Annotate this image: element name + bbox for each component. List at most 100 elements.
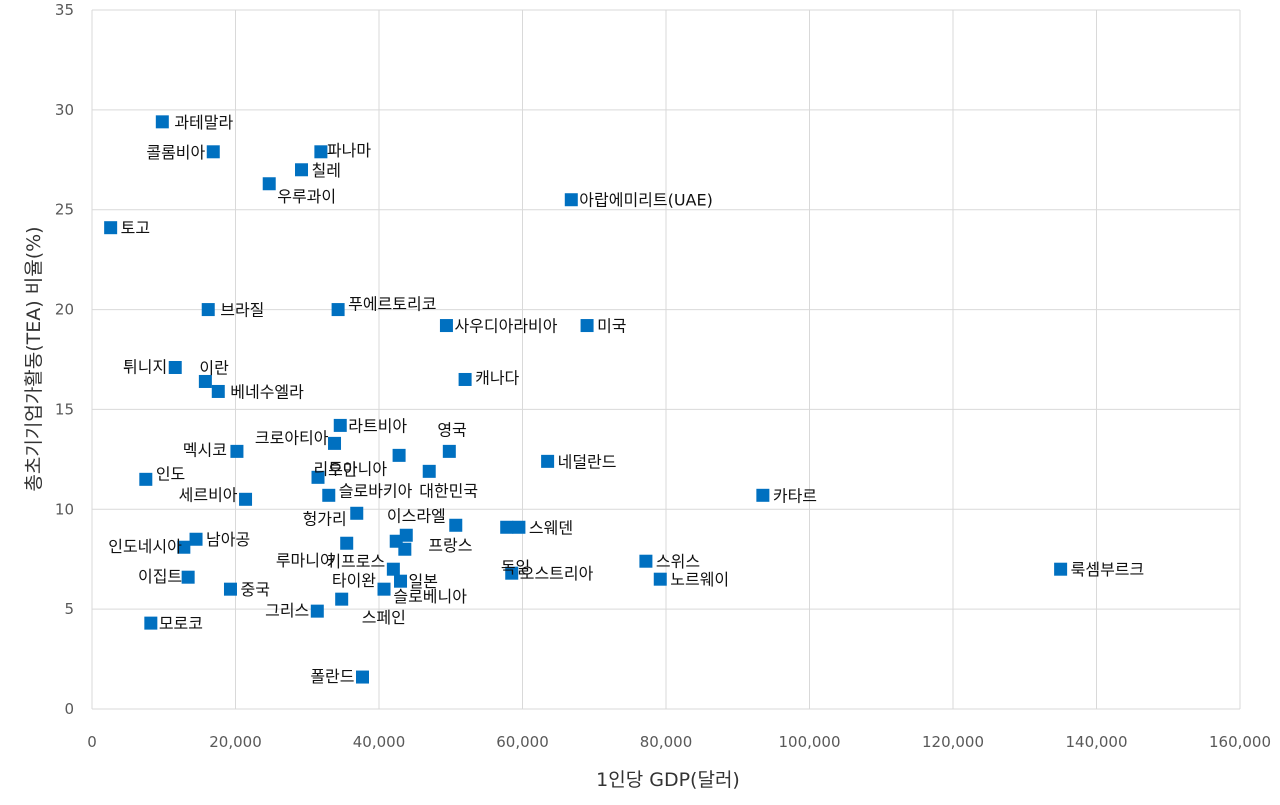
data-point bbox=[144, 616, 158, 630]
data-point bbox=[181, 570, 195, 584]
data-point bbox=[442, 444, 456, 458]
data-point bbox=[439, 319, 453, 333]
data-label: 인도네시아 bbox=[108, 537, 182, 556]
x-tick-label: 40,000 bbox=[353, 733, 406, 751]
data-label: 크로아티아 bbox=[255, 428, 329, 447]
y-tick-label: 30 bbox=[55, 101, 74, 119]
data-point bbox=[398, 542, 412, 556]
data-point bbox=[104, 221, 118, 235]
data-label: 리투아니아 bbox=[313, 459, 387, 478]
data-point bbox=[331, 303, 345, 317]
data-label: 이스라엘 bbox=[387, 506, 446, 525]
data-point bbox=[310, 604, 324, 618]
data-point bbox=[394, 574, 408, 588]
data-label: 과테말라 bbox=[174, 113, 233, 132]
y-tick-label: 5 bbox=[64, 600, 74, 618]
data-label: 오만 bbox=[328, 460, 358, 479]
data-label: 중국 bbox=[240, 580, 269, 599]
x-tick-label: 60,000 bbox=[496, 733, 549, 751]
data-point bbox=[311, 470, 325, 484]
data-point bbox=[177, 540, 191, 554]
data-label: 사우디아라비아 bbox=[454, 317, 557, 336]
y-tick-label: 15 bbox=[55, 400, 74, 418]
data-label: 영국 bbox=[437, 420, 466, 439]
data-label: 이란 bbox=[199, 358, 229, 377]
data-point bbox=[198, 374, 212, 388]
data-label: 남아공 bbox=[206, 530, 250, 549]
x-tick-label: 160,000 bbox=[1209, 733, 1271, 751]
data-label: 독일 bbox=[501, 558, 530, 577]
data-point bbox=[295, 163, 309, 177]
data-label: 미국 bbox=[597, 317, 626, 336]
data-label: 네덜란드 bbox=[558, 452, 617, 471]
data-label: 키프로스 bbox=[326, 552, 385, 571]
x-tick-label: 20,000 bbox=[209, 733, 262, 751]
data-point bbox=[1054, 562, 1068, 576]
y-tick-label: 10 bbox=[55, 500, 74, 518]
data-point bbox=[201, 303, 215, 317]
data-label: 아랍에미리트(UAE) bbox=[579, 191, 713, 210]
data-point bbox=[262, 177, 276, 191]
x-tick-label: 120,000 bbox=[922, 733, 984, 751]
data-point bbox=[350, 506, 364, 520]
y-axis-title: 총초기기업가활동(TEA) 비율(%) bbox=[23, 226, 45, 491]
data-label: 세르비아 bbox=[179, 485, 238, 504]
data-point bbox=[328, 436, 342, 450]
data-point bbox=[500, 520, 514, 534]
data-point bbox=[314, 145, 328, 159]
data-label: 파나마 bbox=[327, 141, 371, 160]
data-label: 오스트리아 bbox=[520, 564, 594, 583]
data-label: 헝가리 bbox=[303, 509, 347, 528]
data-point bbox=[223, 582, 237, 596]
data-label: 슬로베니아 bbox=[393, 587, 467, 606]
data-point bbox=[211, 384, 225, 398]
data-label: 프랑스 bbox=[428, 536, 472, 555]
data-point bbox=[639, 554, 653, 568]
data-point bbox=[355, 670, 369, 684]
axes: 0 20,000 40,000 60,000 80,000 100,000 120,000 1… bbox=[55, 1, 1271, 751]
data-label: 브라질 bbox=[220, 301, 264, 320]
data-label: 푸에르토리코 bbox=[348, 295, 436, 314]
x-tick-label: 100,000 bbox=[778, 733, 840, 751]
data-point bbox=[340, 536, 354, 550]
data-point bbox=[168, 360, 182, 374]
data-point bbox=[230, 444, 244, 458]
data-point bbox=[239, 492, 253, 506]
data-label: 그리스 bbox=[265, 601, 309, 620]
data-label: 대한민국 bbox=[419, 481, 478, 500]
data-label: 폴란드 bbox=[310, 667, 354, 686]
data-label: 라트비아 bbox=[348, 416, 407, 435]
data-point bbox=[505, 566, 519, 580]
data-point bbox=[580, 319, 594, 333]
data-label: 베네수엘라 bbox=[230, 382, 304, 401]
data-label: 카타르 bbox=[773, 486, 817, 505]
data-label: 튀니지 bbox=[123, 357, 167, 376]
x-tick-label: 140,000 bbox=[1065, 733, 1127, 751]
data-point bbox=[512, 520, 526, 534]
data-label: 스페인 bbox=[362, 608, 406, 627]
data-label: 우루과이 bbox=[277, 187, 336, 206]
data-label: 칠레 bbox=[312, 161, 341, 180]
data-point bbox=[377, 582, 391, 596]
data-point bbox=[335, 592, 349, 606]
data-point bbox=[189, 532, 203, 546]
data-label: 스웨덴 bbox=[529, 518, 573, 537]
data-label: 토고 bbox=[121, 219, 150, 238]
data-label: 룩셈부르크 bbox=[1071, 560, 1145, 579]
y-tick-label: 25 bbox=[55, 201, 74, 219]
data-label: 캐나다 bbox=[475, 368, 519, 387]
data-label: 루마니아 bbox=[276, 551, 335, 570]
data-point bbox=[333, 418, 347, 432]
x-tick-label: 80,000 bbox=[640, 733, 693, 751]
data-point bbox=[392, 448, 406, 462]
data-point bbox=[458, 372, 472, 386]
data-point bbox=[155, 115, 169, 129]
y-tick-label: 35 bbox=[55, 1, 74, 19]
y-tick-label: 20 bbox=[55, 301, 74, 319]
data-label: 모로코 bbox=[159, 614, 203, 633]
data-point bbox=[449, 518, 463, 532]
data-point bbox=[653, 572, 667, 586]
y-tick-label: 0 bbox=[64, 700, 74, 718]
